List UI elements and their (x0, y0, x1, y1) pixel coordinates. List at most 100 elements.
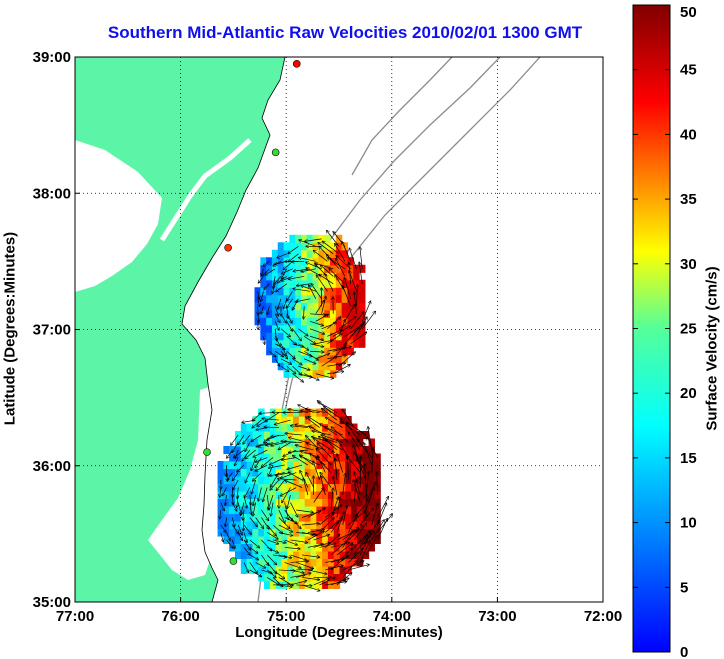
velocity-vector (307, 529, 324, 533)
radar-stations (203, 60, 301, 565)
velocity-cell (374, 453, 381, 462)
velocity-cell (264, 565, 271, 574)
velocity-cell (234, 535, 242, 545)
velocity-vector (278, 442, 291, 450)
colorbar-tick-label: 45 (680, 62, 697, 79)
velocity-vector (258, 276, 264, 283)
velocity-vector (342, 473, 346, 496)
velocity-vector (289, 449, 308, 452)
velocity-cell (335, 279, 343, 288)
velocity-vector (356, 285, 357, 307)
velocity-cell (353, 272, 360, 281)
velocity-cell (368, 475, 375, 485)
velocity-cell (335, 317, 343, 326)
velocity-vector (255, 464, 268, 471)
velocity-cell (289, 317, 296, 326)
velocity-cell (322, 505, 329, 515)
velocity-vector (338, 320, 345, 337)
velocity-vector (306, 443, 326, 451)
velocity-vector (359, 541, 370, 563)
velocity-cell (351, 431, 358, 440)
velocity-vector (253, 449, 268, 457)
velocity-vector (354, 500, 369, 518)
velocity-vector (280, 358, 291, 364)
velocity-vector (298, 328, 307, 336)
velocity-cell (339, 475, 346, 485)
velocity-cell (229, 505, 236, 515)
velocity-cell (306, 347, 314, 356)
velocity-vector (314, 438, 332, 451)
velocity-cell (333, 565, 341, 574)
velocity-cell (281, 558, 288, 567)
velocity-vector (231, 434, 239, 445)
velocity-cell (316, 535, 323, 545)
velocity-vector (284, 539, 298, 545)
velocity-cell (368, 535, 375, 545)
velocity-vector (377, 503, 387, 526)
velocity-cell (234, 505, 242, 515)
velocity-cell (353, 287, 360, 296)
velocity-vector (367, 437, 378, 458)
velocity-vector (290, 581, 306, 586)
velocity-vector (284, 509, 293, 521)
velocity-vector (278, 524, 293, 532)
velocity-cell (246, 475, 254, 485)
velocity-cell (335, 354, 343, 363)
velocity-cell (217, 468, 224, 477)
velocity-cell (260, 317, 267, 326)
velocity-cell (324, 242, 331, 251)
velocity-cell (347, 339, 354, 348)
velocity-vector (281, 472, 297, 479)
velocity-cell (322, 520, 329, 530)
velocity-vector (296, 569, 312, 570)
velocity-cell (298, 490, 306, 500)
velocity-vector (344, 305, 355, 322)
velocity-vector (266, 524, 276, 536)
velocity-cell (345, 513, 352, 522)
velocity-cell (345, 505, 352, 515)
velocity-cell (353, 264, 360, 273)
velocity-vector (237, 464, 245, 472)
velocity-cell (322, 483, 329, 492)
velocity-vector (315, 373, 334, 379)
velocity-vector (333, 326, 350, 337)
velocity-vector (291, 426, 308, 428)
velocity-vector (293, 455, 309, 466)
velocity-vector (357, 459, 367, 481)
velocity-cell (287, 543, 294, 552)
velocity-cell (283, 362, 290, 371)
velocity-vector (267, 577, 279, 585)
velocity-vector (354, 452, 367, 473)
velocity-cell (258, 445, 265, 455)
velocity-cell (275, 460, 283, 470)
velocity-vector (282, 268, 293, 274)
velocity-cell (306, 257, 314, 266)
velocity-cell (322, 438, 329, 447)
velocity-vector (321, 265, 334, 277)
velocity-vector (336, 573, 352, 586)
velocity-cell (287, 520, 294, 530)
velocity-cell (374, 468, 381, 477)
velocity-vector (271, 502, 274, 515)
velocity-vector (359, 262, 363, 284)
velocity-cell (312, 257, 320, 266)
velocity-vector (354, 292, 357, 314)
y-tick-label: 37:00 (33, 322, 71, 339)
velocity-cell (368, 438, 375, 447)
velocity-vector (267, 547, 278, 552)
velocity-cell (316, 431, 323, 440)
y-axis-ticks: 35:00 36:00 37:00 38:00 39:00 (33, 49, 80, 611)
velocity-vector (304, 373, 319, 380)
velocity-cell (304, 468, 312, 477)
velocity-cell (327, 416, 335, 425)
velocity-cell (312, 347, 320, 356)
velocity-vector (313, 488, 324, 503)
velocity-cell (304, 550, 312, 559)
velocity-cell (277, 264, 285, 273)
velocity-cell (310, 438, 317, 447)
velocity-cell (310, 445, 317, 455)
velocity-cell (356, 535, 364, 545)
velocity-vector (278, 570, 295, 571)
velocity-cell (335, 309, 343, 318)
velocity-vector (377, 472, 378, 496)
